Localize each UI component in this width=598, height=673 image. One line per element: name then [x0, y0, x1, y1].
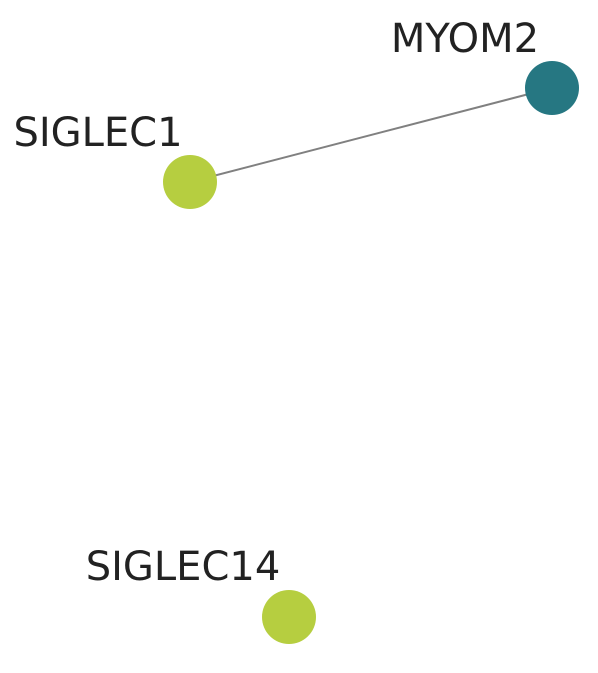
node-myom2[interactable]: MYOM2	[391, 16, 579, 115]
node-siglec14[interactable]: SIGLEC14	[86, 544, 316, 644]
node-siglec1-label: SIGLEC1	[13, 110, 182, 156]
node-siglec14-circle[interactable]	[262, 590, 316, 644]
node-siglec1-circle[interactable]	[163, 155, 217, 209]
edge-siglec1-myom2	[189, 87, 553, 183]
node-siglec14-label: SIGLEC14	[86, 544, 281, 590]
node-myom2-label: MYOM2	[391, 16, 539, 62]
node-siglec1[interactable]: SIGLEC1	[13, 110, 217, 209]
node-myom2-circle[interactable]	[525, 61, 579, 115]
